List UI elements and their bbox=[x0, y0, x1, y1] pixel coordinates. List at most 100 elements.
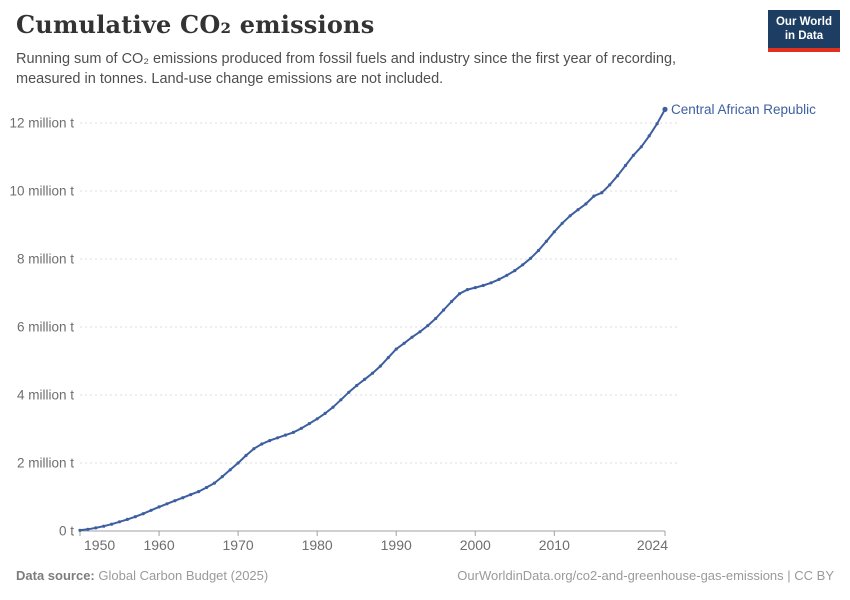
data-point bbox=[616, 174, 620, 178]
x-axis-label: 1950 bbox=[84, 537, 115, 553]
data-point bbox=[481, 283, 485, 288]
data-point bbox=[442, 308, 446, 312]
data-point bbox=[94, 526, 98, 530]
x-axis-label: 2010 bbox=[539, 537, 570, 553]
data-point bbox=[307, 422, 311, 426]
data-point bbox=[568, 214, 572, 218]
data-point bbox=[260, 442, 264, 446]
data-point bbox=[212, 481, 216, 485]
data-point bbox=[252, 447, 256, 451]
data-point bbox=[157, 505, 161, 509]
data-point bbox=[370, 371, 375, 375]
data-point bbox=[299, 426, 303, 430]
data-point bbox=[434, 316, 438, 321]
data-source-label: Data source: bbox=[16, 568, 95, 583]
data-point bbox=[647, 134, 651, 138]
data-point bbox=[276, 436, 280, 440]
data-point bbox=[236, 461, 240, 465]
data-point bbox=[149, 508, 153, 512]
data-point bbox=[426, 324, 430, 328]
data-point bbox=[402, 341, 406, 345]
data-point bbox=[418, 330, 422, 334]
license-link[interactable]: OurWorldinData.org/co2-and-greenhouse-ga… bbox=[457, 568, 834, 583]
x-axis-label: 2000 bbox=[460, 537, 491, 553]
data-point bbox=[339, 398, 343, 402]
x-axis-label: 1960 bbox=[143, 537, 174, 553]
data-point bbox=[505, 273, 509, 277]
data-point-markers bbox=[78, 107, 667, 532]
data-point bbox=[544, 239, 549, 243]
data-point bbox=[181, 496, 185, 500]
data-point bbox=[592, 194, 596, 198]
data-point bbox=[204, 485, 209, 490]
data-point bbox=[283, 433, 288, 437]
emissions-line-chart[interactable]: 0 t 2 million t 4 million t 6 million t 8 mi… bbox=[0, 95, 850, 560]
data-point bbox=[347, 390, 351, 394]
data-point bbox=[141, 512, 145, 516]
x-axis-label: 1990 bbox=[381, 537, 412, 553]
data-point bbox=[529, 256, 533, 260]
data-point bbox=[600, 191, 604, 195]
series-end-label[interactable]: Central African Republic bbox=[671, 102, 816, 117]
y-axis-label: 10 million t bbox=[9, 184, 74, 199]
owid-logo-line2: in Data bbox=[784, 30, 824, 43]
data-point bbox=[521, 263, 525, 267]
data-point bbox=[513, 269, 517, 273]
data-point bbox=[386, 356, 390, 360]
data-point bbox=[133, 515, 137, 519]
data-point bbox=[608, 183, 612, 187]
data-point bbox=[552, 230, 556, 234]
data-point bbox=[78, 528, 82, 532]
data-point bbox=[576, 208, 580, 212]
y-axis-label: 2 million t bbox=[17, 456, 74, 471]
data-point bbox=[631, 153, 636, 157]
page-title: Cumulative CO₂ emissions bbox=[16, 10, 375, 39]
x-axis-label: 1980 bbox=[302, 537, 333, 553]
chart-footer: Data source: Global Carbon Budget (2025)… bbox=[16, 568, 834, 583]
data-point bbox=[268, 439, 272, 443]
data-point bbox=[536, 248, 541, 253]
data-point bbox=[331, 405, 335, 409]
data-source-value: Global Carbon Budget (2025) bbox=[98, 568, 269, 583]
data-point bbox=[244, 453, 248, 458]
data-point bbox=[457, 292, 462, 296]
data-point bbox=[465, 288, 469, 292]
data-point bbox=[110, 522, 114, 526]
chart-subtitle: Running sum of CO₂ emissions produced fr… bbox=[16, 51, 677, 88]
data-point bbox=[378, 364, 382, 368]
owid-logo-line1: Our World bbox=[775, 16, 832, 28]
data-point bbox=[197, 490, 201, 494]
data-point bbox=[363, 377, 367, 381]
data-point bbox=[165, 502, 169, 506]
data-point bbox=[315, 417, 319, 421]
y-axis-label: 6 million t bbox=[17, 320, 74, 335]
data-point bbox=[655, 122, 659, 126]
data-point bbox=[291, 430, 295, 434]
data-point bbox=[228, 468, 232, 472]
data-point bbox=[102, 524, 106, 528]
data-point bbox=[489, 281, 493, 285]
data-point bbox=[473, 286, 477, 290]
data-point bbox=[584, 202, 588, 206]
data-point bbox=[560, 221, 564, 225]
data-point bbox=[355, 383, 359, 388]
data-point bbox=[394, 347, 398, 351]
data-source: Data source: Global Carbon Budget (2025) bbox=[16, 568, 268, 583]
data-point bbox=[189, 493, 193, 497]
chart-header: Cumulative CO₂ emissions Running sum of … bbox=[16, 10, 766, 90]
data-point bbox=[220, 475, 224, 479]
owid-logo[interactable]: Our World in Data bbox=[767, 10, 840, 52]
y-axis-label: 8 million t bbox=[17, 252, 74, 267]
data-point bbox=[117, 520, 122, 524]
y-axis-label: 12 million t bbox=[9, 116, 74, 131]
data-point bbox=[410, 335, 414, 339]
series-line[interactable] bbox=[79, 108, 666, 532]
data-point bbox=[623, 163, 628, 168]
data-point bbox=[497, 277, 501, 281]
data-point bbox=[450, 299, 454, 304]
x-axis-label: 2024 bbox=[637, 537, 668, 553]
data-point bbox=[86, 527, 90, 531]
series-endpoint-marker bbox=[662, 106, 668, 112]
y-axis-label: 4 million t bbox=[17, 388, 74, 403]
